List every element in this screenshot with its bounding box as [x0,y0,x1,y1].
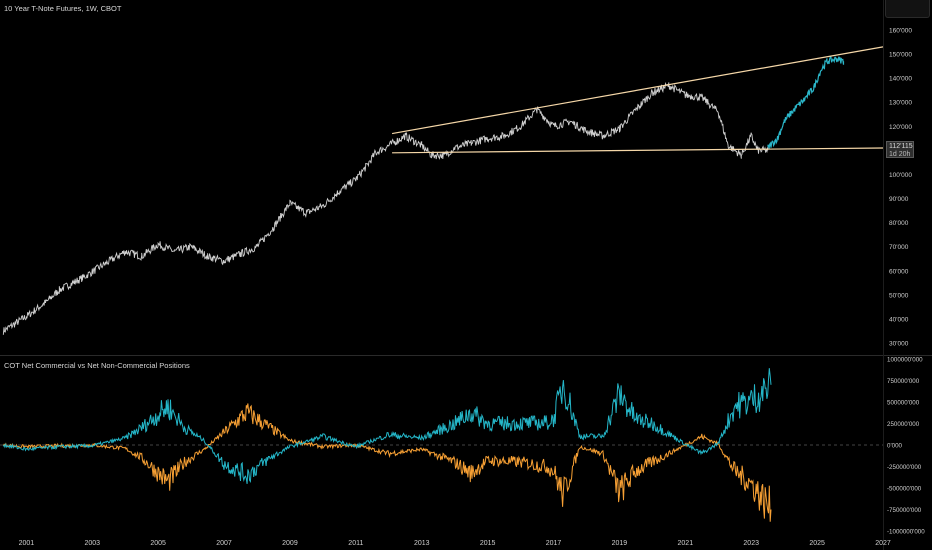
price-panel[interactable]: 160'000150'000140'000130'000120'000110'0… [2,28,912,348]
time-axis-label: 2001 [19,540,35,547]
cot-axis-label: -750000'000 [887,507,922,514]
cot-indicator-title: COT Net Commercial vs Net Non-Commercial… [4,361,190,370]
cot-axis-label: -1000000'000 [887,529,925,536]
time-axis-label: 2021 [678,540,694,547]
time-axis-label: 2011 [348,540,363,547]
time-axis-label: 2025 [809,540,825,547]
time-axis-label: 2019 [612,540,628,547]
net-noncommercial-line [2,368,772,484]
time-axis[interactable]: 2001 2003 2005 2007 2009 2011 2013 2015 2017 2019… [19,540,891,547]
price-axis-label: 100'000 [889,172,912,179]
cot-axis-label: 0'000 [887,443,903,450]
time-axis-label: 2017 [546,540,562,547]
price-axis-label: 160'000 [889,28,912,35]
price-axis-label: 120'000 [889,124,912,131]
price-axis-label: 60'000 [889,268,909,275]
settings-box[interactable] [885,0,930,18]
time-axis-label: 2007 [216,540,232,547]
price-axis-label: 40'000 [889,316,909,323]
cot-axis-label: 750000'000 [887,378,920,385]
price-recent-series-line [767,56,845,149]
current-price-value: 112'115 [889,143,913,150]
price-axis-label: 30'000 [889,341,909,348]
cot-axis-label: 1000000'000 [887,357,923,364]
net-commercial-line [2,403,772,522]
cot-panel[interactable]: 1000000'000 750000'000 500000'000 250000'00… [0,357,925,536]
cot-axis-label: 500000'000 [887,400,920,407]
time-axis-label: 2023 [743,540,759,547]
price-axis-label: 70'000 [889,244,909,251]
price-axis-label: 140'000 [889,76,912,83]
price-axis-label: 150'000 [889,52,912,59]
price-chart-title: 10 Year T-Note Futures, 1W, CBOT [4,4,122,13]
lower-trend-line[interactable] [392,147,884,154]
price-axis-label: 50'000 [889,292,909,299]
time-axis-label: 2013 [414,540,430,547]
cot-axis-label: -250000'000 [887,464,922,471]
price-axis-label: 130'000 [889,100,912,107]
current-price-label: 112'115 1d 20h [886,141,914,158]
upper-trend-line[interactable] [391,46,884,135]
price-series-line [2,81,769,335]
bar-countdown: 1d 20h [889,151,911,158]
cot-axis-label: -500000'000 [887,486,922,493]
time-axis-label: 2015 [480,540,496,547]
cot-axis-label: 250000'000 [887,421,920,428]
time-axis-label: 2005 [150,540,166,547]
time-axis-label: 2003 [84,540,100,547]
price-axis-label: 90'000 [889,196,909,203]
price-axis-label: 80'000 [889,220,909,227]
time-axis-label: 2009 [282,540,298,547]
time-axis-label: 2027 [875,540,891,547]
